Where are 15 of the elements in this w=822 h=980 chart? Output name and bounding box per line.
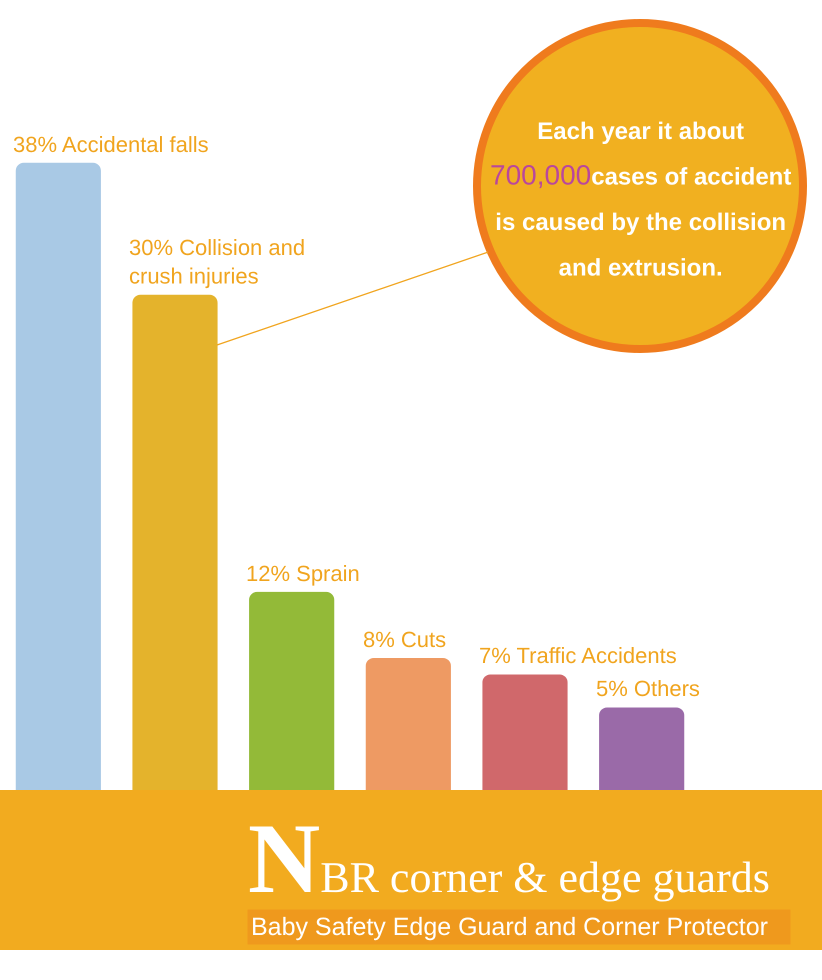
data-label: 30% Collision and crush injuries xyxy=(129,235,306,289)
bar xyxy=(132,294,218,790)
data-label: 38% Accidental falls xyxy=(13,132,209,157)
bar xyxy=(249,592,334,790)
text: NBR corner & edge guards xyxy=(248,803,770,914)
data-label: 12% Sprain xyxy=(246,561,360,586)
data-label: 5% Others xyxy=(596,676,700,701)
data-label: 7% Traffic Accidents xyxy=(479,643,677,668)
bar xyxy=(599,707,684,790)
text: Baby Safety Edge Guard and Corner Protector xyxy=(251,913,768,941)
data-label: 8% Cuts xyxy=(363,627,446,652)
bar xyxy=(16,162,101,790)
bar xyxy=(482,674,568,790)
bar xyxy=(366,658,451,790)
annotation: Each year it about 700,000cases of accident is caused by the collision and extrusion. xyxy=(490,118,792,282)
